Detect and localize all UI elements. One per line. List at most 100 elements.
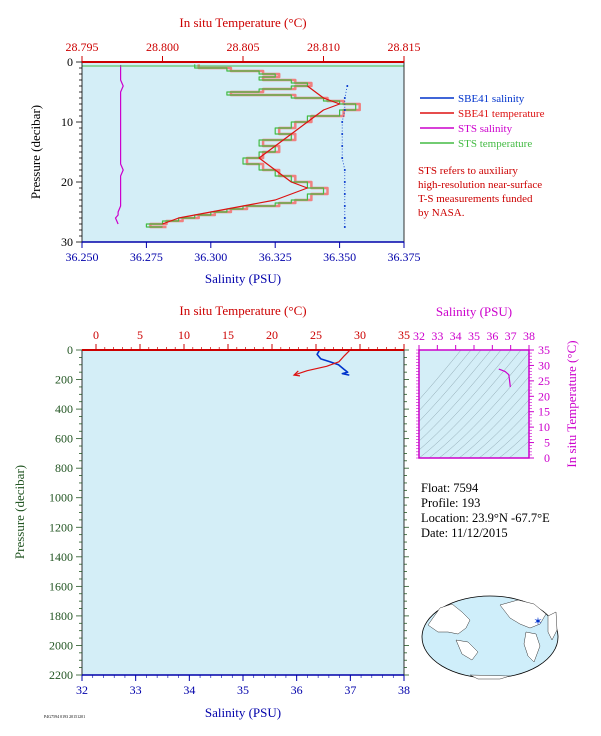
ts-temp-tick-label: 15	[538, 405, 550, 419]
map-landmass-north-america	[499, 599, 547, 629]
ts-temp-tick-label: 0	[544, 451, 550, 465]
bottom-sal-tick-label: 37	[344, 683, 356, 697]
bottom-pressure-tick-label: 1600	[49, 579, 73, 593]
footer-tiny-id: P4G7594 0193 20151201	[44, 714, 85, 719]
ts-density-contour	[498, 431, 529, 458]
ts-temp-tick-label: 25	[538, 374, 550, 388]
ts-density-contour	[419, 350, 502, 442]
float-location-marker-icon: ✶	[533, 616, 542, 628]
ts-sal-tick-label: 36	[486, 329, 498, 343]
bottom-pressure-tick-label: 2200	[49, 668, 73, 682]
temperature-arrowhead-icon	[292, 370, 301, 377]
sbe41-temperature-line	[162, 85, 341, 225]
bottom-sal-tick-label: 38	[398, 683, 410, 697]
ts-density-contour	[478, 410, 529, 458]
ts-density-contour	[508, 440, 529, 458]
bottom-pressure-tick-label: 1200	[49, 520, 73, 534]
bottom-pressure-tick-label: 1400	[49, 550, 73, 564]
profile-number: Profile: 193	[421, 496, 480, 510]
sts-temperature-line	[145, 64, 357, 228]
ts-density-contours	[419, 350, 529, 458]
top-tick-group: 28.795 28.800 28.805 28.810 28.815 36.250 36.2…	[61, 40, 421, 264]
map-landmass-asia	[427, 603, 471, 635]
ts-series-group	[498, 368, 511, 388]
top-sal-axis-title: Salinity (PSU)	[205, 271, 281, 286]
top-series-group	[82, 64, 404, 229]
bottom-sal-tick-label: 32	[76, 683, 88, 697]
ts-density-contour	[419, 350, 472, 412]
sts-note: STS refers to auxiliary high-resolution …	[418, 165, 542, 219]
sts-note-line-4: by NASA.	[418, 207, 465, 219]
top-temp-tick-label: 28.810	[307, 40, 340, 54]
top-pressure-axis-title: Pressure (decibar)	[28, 105, 43, 199]
map-continents	[427, 599, 558, 680]
ts-density-contour	[468, 399, 529, 458]
bottom-temp-tick-label: 25	[310, 328, 322, 342]
top-sal-tick-label: 36.325	[259, 250, 292, 264]
bottom-pressure-tick-label: 1000	[49, 491, 73, 505]
top-sal-tick-label: 36.275	[130, 250, 163, 264]
bottom-temp-tick-label: 0	[93, 328, 99, 342]
float-location: Location: 23.9°N -67.7°E	[421, 511, 550, 525]
sts-salinity-line	[114, 65, 124, 225]
bottom-sbe41-temperature-line	[293, 350, 350, 376]
float-number: Float: 7594	[421, 481, 479, 495]
profile-date: Date: 11/12/2015	[421, 526, 508, 540]
ts-density-contour	[419, 350, 462, 401]
top-sal-tick-label: 36.250	[66, 250, 99, 264]
top-plot-background	[82, 62, 404, 242]
bottom-sal-tick-label: 35	[237, 683, 249, 697]
bottom-pressure-tick-label: 800	[55, 461, 73, 475]
bottom-series-group	[292, 350, 350, 377]
map-landmass-australia	[455, 639, 479, 661]
ts-temp-tick-label: 5	[544, 436, 550, 450]
ts-density-contour	[419, 350, 492, 432]
top-temp-tick-label: 28.815	[388, 40, 421, 54]
ts-sal-tick-label: 33	[431, 329, 443, 343]
ts-sal-tick-label: 34	[450, 329, 462, 343]
legend-label-sbe41-salinity: SBE41 salinity	[458, 93, 525, 105]
bottom-sal-tick-label: 34	[183, 683, 195, 697]
sbe41-salinity-line	[341, 85, 349, 228]
legend-label-sts-temperature: STS temperature	[458, 138, 532, 150]
ts-temp-tick-label: 20	[538, 389, 550, 403]
bottom-tick-group: 0 5 10 15 20 25 30 35 32 33 34 35 36 37 38 0 200 400 600 80…	[49, 328, 410, 697]
sts-note-line-2: high-resolution near-surface	[418, 179, 542, 191]
top-pressure-tick-label: 20	[61, 175, 73, 189]
ts-plot-background	[419, 350, 529, 458]
top-sal-tick-label: 36.300	[194, 250, 227, 264]
ts-density-contour	[438, 364, 529, 458]
ts-profile-line	[498, 368, 511, 388]
top-chart: 28.795 28.800 28.805 28.810 28.815 36.250 36.2…	[28, 15, 421, 286]
sts-note-line-3: T-S measurements funded	[418, 193, 533, 205]
float-info: Float: 7594 Profile: 193 Location: 23.9°…	[421, 481, 550, 540]
ts-density-contour	[458, 388, 529, 458]
top-pressure-tick-label: 0	[67, 55, 73, 69]
top-sal-tick-label: 36.375	[388, 250, 421, 264]
bottom-sal-axis-title: Salinity (PSU)	[205, 705, 281, 720]
ts-temp-tick-label: 30	[538, 358, 550, 372]
map-landmass-antarctica	[469, 674, 511, 680]
ts-density-contour	[419, 350, 482, 422]
ts-temp-tick-label: 35	[538, 343, 550, 357]
ts-density-contour	[428, 352, 529, 458]
ts-density-contour	[419, 350, 522, 458]
bottom-temp-tick-label: 10	[178, 328, 190, 342]
bottom-temp-tick-label: 30	[354, 328, 366, 342]
top-pressure-tick-label: 10	[61, 115, 73, 129]
top-legend: SBE41 salinity SBE41 temperature STS sal…	[420, 93, 545, 150]
sbe41-salinity-trace	[341, 85, 348, 227]
bottom-temp-tick-label: 5	[137, 328, 143, 342]
ts-density-contour	[419, 350, 512, 451]
bottom-chart: 0 5 10 15 20 25 30 35 32 33 34 35 36 37 38 0 200 400 600 80…	[12, 303, 410, 720]
legend-label-sbe41-temperature: SBE41 temperature	[458, 108, 545, 120]
top-pressure-tick-label: 30	[61, 235, 73, 249]
ts-sal-tick-label: 32	[413, 329, 425, 343]
ts-temp-tick-label: 10	[538, 420, 550, 434]
bottom-pressure-tick-label: 200	[55, 373, 73, 387]
legend-label-sts-salinity: STS salinity	[458, 123, 513, 135]
top-temp-tick-label: 28.795	[66, 40, 99, 54]
sts-note-line-1: STS refers to auxiliary	[418, 165, 518, 177]
bottom-pressure-tick-label: 1800	[49, 609, 73, 623]
